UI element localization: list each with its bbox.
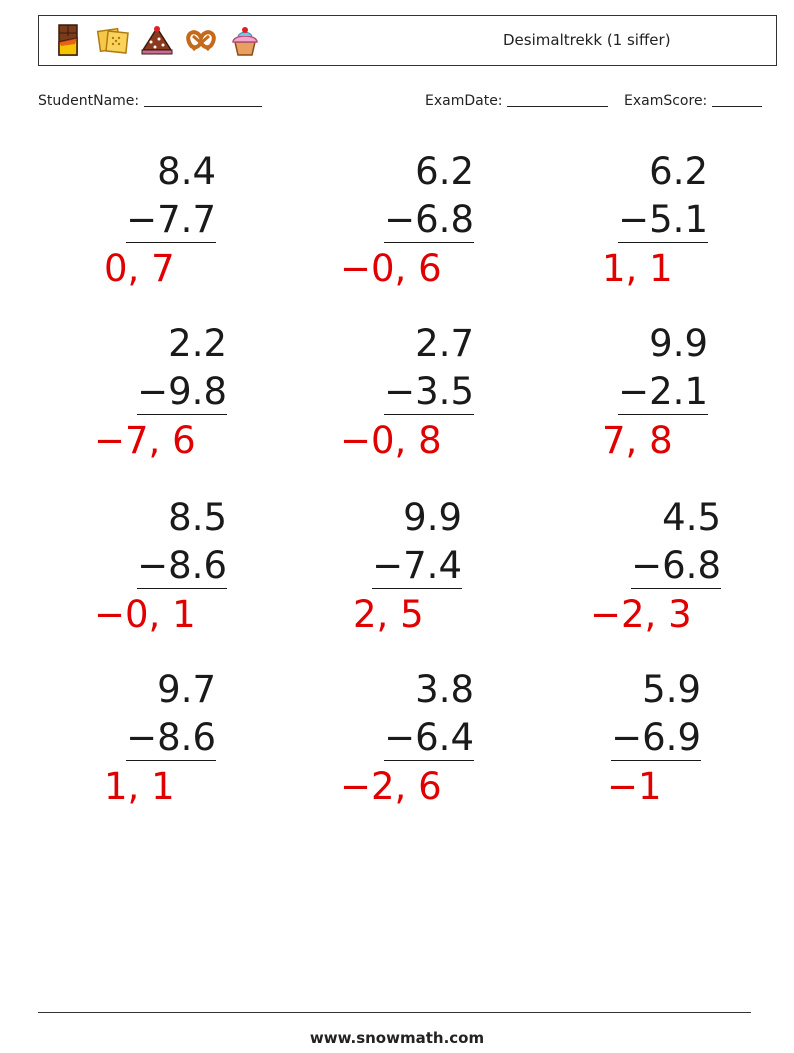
subtrahend: −6.9 (611, 716, 701, 761)
minuend: 5.9 (642, 668, 701, 711)
problem-6: 9.9 −2.1 7, 8 (602, 322, 708, 492)
subtrahend: −6.8 (631, 544, 721, 589)
exam-date-label: ExamDate: (425, 93, 503, 109)
answer: 1, 1 (104, 765, 175, 808)
cracker-icon (96, 27, 129, 54)
problem-10: 9.7 −8.6 1, 1 (104, 668, 216, 838)
subtrahend: −3.5 (384, 370, 474, 415)
icon-strip (51, 22, 263, 58)
minuend: 8.4 (157, 150, 216, 193)
subtrahend: −8.6 (137, 544, 227, 589)
subtrahend: −9.8 (137, 370, 227, 415)
answer: −1 (607, 765, 662, 808)
answer: 0, 7 (104, 247, 175, 290)
exam-date-blank (506, 92, 608, 107)
subtrahend: −2.1 (618, 370, 708, 415)
minuend: 9.7 (157, 668, 216, 711)
answer: −0, 6 (340, 247, 442, 290)
minuend: 9.9 (403, 496, 462, 539)
problem-9: 4.5 −6.8 −2, 3 (590, 496, 721, 666)
problem-12: 5.9 −6.9 −1 (601, 668, 701, 838)
header-box: Desimaltrekk (1 siffer) (38, 15, 777, 66)
minuend: 6.2 (649, 150, 708, 193)
answer: −2, 3 (590, 593, 692, 636)
problem-2: 6.2 −6.8 −0, 6 (340, 150, 474, 320)
subtrahend: −5.1 (618, 198, 708, 243)
exam-score-label: ExamScore: (624, 93, 708, 109)
subtrahend: −7.7 (126, 198, 216, 243)
minuend: 8.5 (168, 496, 227, 539)
student-name-field: StudentName: (38, 92, 262, 109)
answer: −0, 8 (340, 419, 442, 462)
pretzel-icon (186, 30, 216, 52)
worksheet-title: Desimaltrekk (1 siffer) (503, 31, 671, 49)
problem-4: 2.2 −9.8 −7, 6 (94, 322, 227, 492)
answer: −2, 6 (340, 765, 442, 808)
answer: 2, 5 (353, 593, 424, 636)
problem-3: 6.2 −5.1 1, 1 (602, 150, 708, 320)
subtrahend: −8.6 (126, 716, 216, 761)
student-name-blank (143, 92, 262, 107)
minuend: 4.5 (662, 496, 721, 539)
exam-date-field: ExamDate: (425, 92, 608, 109)
subtrahend: −6.4 (384, 716, 474, 761)
minuend: 3.8 (415, 668, 474, 711)
footer-divider (38, 1012, 751, 1013)
exam-score-field: ExamScore: (624, 92, 762, 109)
chocolate-bar-icon (58, 24, 78, 56)
minuend: 2.2 (168, 322, 227, 365)
subtrahend: −6.8 (384, 198, 474, 243)
cupcake-icon (232, 27, 258, 56)
answer: −0, 1 (94, 593, 196, 636)
cake-icon (141, 26, 173, 55)
problem-1: 8.4 −7.7 0, 7 (104, 150, 216, 320)
problem-11: 3.8 −6.4 −2, 6 (340, 668, 474, 838)
answer: 1, 1 (602, 247, 673, 290)
problem-5: 2.7 −3.5 −0, 8 (340, 322, 474, 492)
exam-score-blank (711, 92, 762, 107)
answer: −7, 6 (94, 419, 196, 462)
minuend: 9.9 (649, 322, 708, 365)
student-name-label: StudentName: (38, 93, 140, 109)
subtrahend: −7.4 (372, 544, 462, 589)
minuend: 2.7 (415, 322, 474, 365)
footer-site: www.snowmath.com (309, 1029, 485, 1047)
answer: 7, 8 (602, 419, 673, 462)
problem-8: 9.9 −7.4 2, 5 (353, 496, 462, 666)
problem-7: 8.5 −8.6 −0, 1 (94, 496, 227, 666)
minuend: 6.2 (415, 150, 474, 193)
